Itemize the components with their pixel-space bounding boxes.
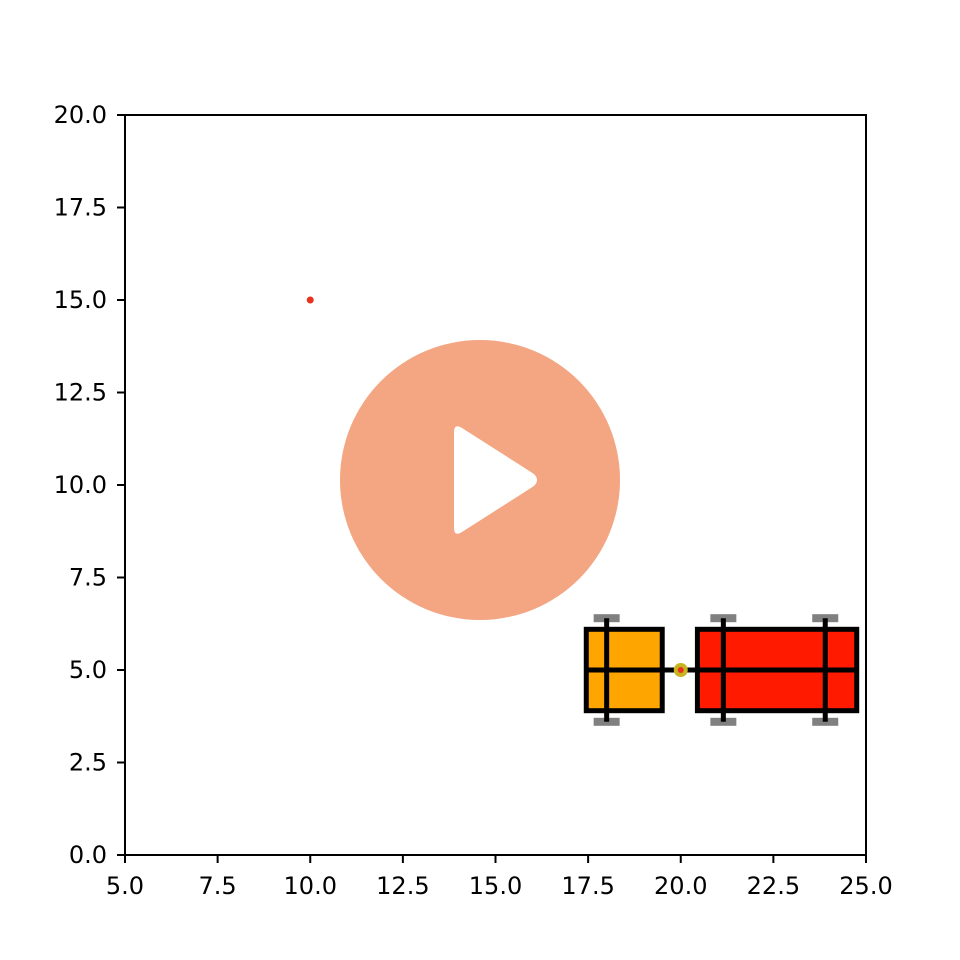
y-tick-label: 0.0 — [69, 841, 107, 869]
hitch-center — [677, 667, 684, 673]
x-axis: 5.0 7.5 10.0 12.5 15.0 17.5 20.0 22.5 25.0 — [106, 855, 893, 900]
play-icon — [340, 340, 620, 620]
y-tick-label: 15.0 — [54, 286, 107, 314]
x-tick-label: 25.0 — [839, 872, 892, 900]
x-tick-label: 5.0 — [106, 872, 144, 900]
y-tick-label: 2.5 — [69, 749, 107, 777]
x-tick-label: 10.0 — [284, 872, 337, 900]
x-tick-label: 15.0 — [469, 872, 522, 900]
y-tick-label: 17.5 — [54, 194, 107, 222]
play-button[interactable] — [340, 340, 620, 620]
y-tick-label: 12.5 — [54, 379, 107, 407]
x-tick-label: 12.5 — [376, 872, 429, 900]
x-tick-label: 20.0 — [654, 872, 707, 900]
target-point — [306, 296, 314, 304]
x-tick-label: 17.5 — [561, 872, 614, 900]
y-axis: 0.0 2.5 5.0 7.5 10.0 12.5 15.0 17.5 20.0 — [54, 101, 125, 869]
y-tick-label: 20.0 — [54, 101, 107, 129]
x-tick-label: 7.5 — [199, 872, 237, 900]
x-tick-label: 22.5 — [747, 872, 800, 900]
y-tick-label: 10.0 — [54, 471, 107, 499]
y-tick-label: 7.5 — [69, 564, 107, 592]
y-tick-label: 5.0 — [69, 656, 107, 684]
chart-marks — [306, 296, 860, 726]
